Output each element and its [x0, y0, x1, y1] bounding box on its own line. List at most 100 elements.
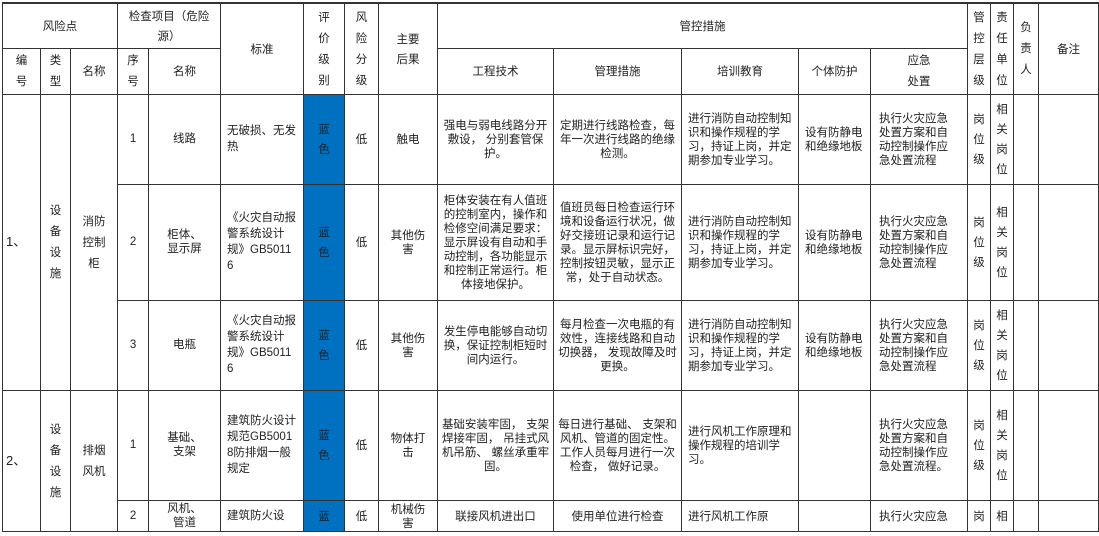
- item-name: 线路: [148, 93, 222, 185]
- header-standard: 标准: [220, 2, 305, 95]
- table-body: 1、 设备设施 消防控制柜 1 线路 无破损、无发热 蓝色低触电 强电与弱电线路分开敷设， 分…: [2, 93, 1099, 532]
- header-seq: 序号: [117, 47, 150, 95]
- remark: [1038, 389, 1099, 501]
- owner: [1013, 93, 1040, 185]
- ppe-measure: 设有防静电和绝缘地板: [798, 93, 872, 185]
- item-seq: 1: [117, 389, 150, 501]
- control-tier: 岗: [967, 499, 992, 532]
- risk-level: 低: [344, 389, 380, 501]
- item-name: 电瓶: [148, 299, 222, 391]
- table-row: 2 柜体、显示屏 《火灾自动报警系统设计规》GB50116 蓝色低其他伤害 柜体安装在有…: [3, 183, 1099, 301]
- table-row: 2、 设备设施 排烟风机 1 基础、支架 建筑防火设计规范GB50018防排烟一般规定 蓝色…: [2, 389, 1099, 532]
- header-no: 编号: [2, 47, 41, 95]
- header-risk-point: 风险点: [1, 2, 119, 49]
- risk-level: 低: [344, 499, 380, 532]
- risk-level: 低: [344, 183, 380, 301]
- emergency-measure: 执行火灾应急处置方案和自动控制操作应急处置流程: [870, 183, 969, 301]
- control-tier: 岗位级: [967, 299, 992, 391]
- engineering-measure: 强电与弱电线路分开敷设， 分别套管保护。: [437, 93, 555, 185]
- management-measure: 使用单位进行检查: [553, 499, 683, 532]
- remark: [1038, 93, 1099, 185]
- header-name: 名称: [69, 47, 119, 95]
- risk-point-name: 排烟风机: [69, 389, 119, 532]
- main-consequence: 物体打击: [378, 389, 439, 501]
- emergency-measure: 执行火灾应急处置方案和自动控制操作应急处置流程。: [870, 389, 969, 501]
- training-measure: 进行风机工作原: [681, 499, 800, 532]
- item-seq: 2: [117, 183, 150, 301]
- responsible-unit: 相: [990, 499, 1015, 532]
- evaluation-level-badge: 蓝色: [303, 389, 346, 501]
- evaluation-level-badge: 蓝色: [303, 93, 346, 185]
- ppe-measure: [798, 389, 872, 501]
- ppe-measure: 设有防静电和绝缘地板: [798, 183, 872, 301]
- item-standard: 《火灾自动报警系统设计规》GB50116: [220, 183, 305, 301]
- owner: [1013, 389, 1040, 501]
- engineering-measure: 发生停电能够自动切换，保证控制柜短时间内运行。: [437, 299, 555, 391]
- header-responsible-unit: 责任单位: [990, 2, 1015, 95]
- header-management: 管理措施: [553, 47, 683, 95]
- training-measure: 进行消防自动控制知识和操作规程的学习，持证上岗，并定期参加专业学习。: [681, 183, 800, 301]
- emergency-measure: 执行火灾应急处置方案和自动控制操作应急处置流程: [870, 299, 969, 391]
- table-row: 2 风机、管道 建筑防火设蓝低机械伤害 联接风机进出口 使用单位进行检查 进行风机工作原 执…: [3, 499, 1099, 532]
- training-measure: 进行风机工作原理和操作规程的培训学习。: [681, 389, 800, 501]
- management-measure: 每日进行基础、 支架和风机、管道的固定性。工作人员每月进行一次检查， 做好记录。: [553, 389, 683, 501]
- risk-point-type: 设备设施: [40, 389, 71, 532]
- engineering-measure: 联接风机进出口: [437, 499, 555, 532]
- header-training: 培训教育: [681, 47, 800, 95]
- remark: [1038, 183, 1099, 301]
- table-row: 3 电瓶 《火灾自动报警系统设计规》GB50116 蓝色低其他伤害 发生停电能够自动切换…: [3, 299, 1099, 391]
- header-check-item: 检查项目（危险源）: [117, 2, 222, 49]
- responsible-unit: 相关岗位: [990, 389, 1015, 501]
- emergency-measure: 执行火灾应急处置方案和自动控制操作应急处置流程: [870, 93, 969, 185]
- risk-point-number: 2、: [2, 389, 41, 532]
- header-engineering: 工程技术: [437, 47, 555, 95]
- risk-point-name: 消防控制柜: [69, 93, 119, 391]
- responsible-unit: 相关岗位: [990, 299, 1015, 391]
- control-tier: 岗位级: [967, 183, 992, 301]
- header-control-tier: 管控层级: [967, 2, 992, 95]
- training-measure: 进行消防自动控制知识和操作规程的学习，持证上岗，并定期参加专业学习。: [681, 299, 800, 391]
- header-control-measures: 管控措施: [437, 2, 969, 49]
- evaluation-level-badge: 蓝色: [303, 183, 346, 301]
- main-consequence: 其他伤害: [378, 299, 439, 391]
- item-standard: 无破损、无发热: [220, 93, 305, 185]
- header-evaluation: 评价级别: [303, 2, 346, 95]
- control-tier: 岗位级: [967, 93, 992, 185]
- header-consequence: 主要后果: [378, 2, 439, 95]
- management-measure: 值班员每日检查运行环境和设备运行状况，做好交接班记录和运行记录。显示屏标识完好，…: [553, 183, 683, 301]
- item-seq: 2: [117, 499, 150, 532]
- item-seq: 3: [117, 299, 150, 391]
- item-seq: 1: [117, 93, 150, 185]
- risk-point-type: 设备设施: [40, 93, 71, 391]
- item-standard: 建筑防火设计规范GB50018防排烟一般规定: [220, 389, 305, 501]
- header-owner: 负责人: [1013, 2, 1040, 95]
- main-consequence: 其他伤害: [378, 183, 439, 301]
- item-standard: 《火灾自动报警系统设计规》GB50116: [220, 299, 305, 391]
- evaluation-level-badge: 蓝: [303, 499, 346, 532]
- remark: [1038, 299, 1099, 391]
- owner: [1013, 299, 1040, 391]
- engineering-measure: 基础安装牢固， 支架焊接牢固， 吊挂式风机吊筋、 螺丝承重牢固。: [437, 389, 555, 501]
- engineering-measure: 柜体安装在有人值班的控制室内，操作和检修空间满足要求：显示屏设有自动和手动控制，…: [437, 183, 555, 301]
- risk-point-number: 1、: [2, 93, 41, 391]
- item-standard: 建筑防火设: [220, 499, 305, 532]
- header-remark: 备注: [1038, 2, 1099, 95]
- responsible-unit: 相关岗位: [990, 93, 1015, 185]
- item-name: 柜体、显示屏: [148, 183, 222, 301]
- management-measure: 定期进行线路检查，每年一次进行线路的绝缘检测。: [553, 93, 683, 185]
- header-emergency: 应急处置: [870, 47, 969, 95]
- risk-level: 低: [344, 299, 380, 391]
- owner: [1013, 183, 1040, 301]
- item-name: 基础、支架: [148, 389, 222, 501]
- header-item-name: 名称: [148, 47, 222, 95]
- evaluation-level-badge: 蓝色: [303, 299, 346, 391]
- control-tier: 岗位级: [967, 389, 992, 501]
- header-type: 类型: [40, 47, 71, 95]
- ppe-measure: [798, 499, 872, 532]
- emergency-measure: 执行火灾应急: [870, 499, 969, 532]
- header-ppe: 个体防护: [798, 47, 872, 95]
- management-measure: 每月检查一次电瓶的有效性，连接线路和自动切换器， 发现故障及时更换。: [553, 299, 683, 391]
- ppe-measure: 设有防静电和绝缘地板: [798, 299, 872, 391]
- main-consequence: 机械伤害: [378, 499, 439, 532]
